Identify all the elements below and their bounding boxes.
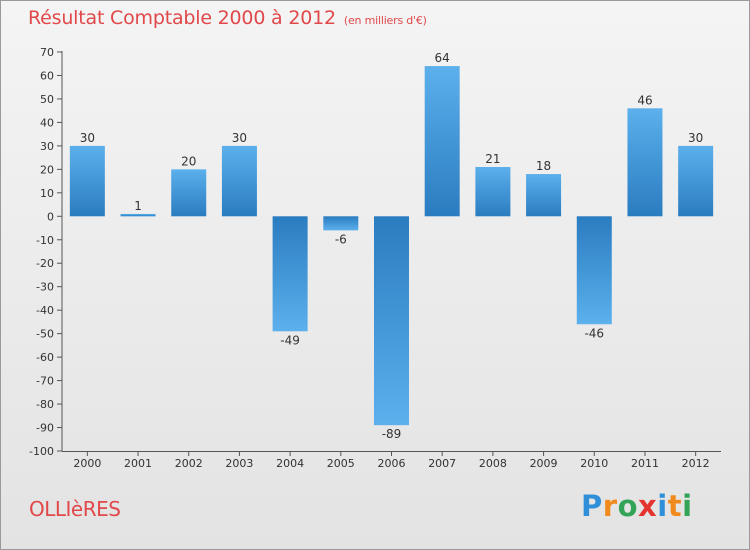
bar (576, 216, 612, 325)
brand-letter: t (667, 489, 683, 523)
y-tick-label: 60 (40, 69, 54, 82)
x-tick-label: 2005 (327, 457, 355, 470)
x-tick-label: 2000 (73, 457, 101, 470)
brand-letter: x (638, 489, 658, 523)
brand-letter: P (581, 489, 603, 523)
proxiti-logo: Proxiti (581, 489, 693, 523)
x-tick-label: 2011 (631, 457, 659, 470)
bar (424, 66, 460, 217)
data-label: -46 (584, 326, 604, 340)
y-tick-label: 50 (40, 93, 54, 106)
data-label: -6 (335, 232, 347, 246)
data-label: 1 (134, 199, 142, 213)
bar (678, 145, 714, 217)
y-tick-label: 10 (40, 187, 54, 200)
bar (221, 145, 257, 217)
data-label: 30 (232, 131, 247, 145)
data-label: 30 (80, 131, 95, 145)
x-tick-label: 2004 (276, 457, 304, 470)
bar (69, 145, 105, 217)
y-tick-label: 20 (40, 163, 54, 176)
bar (526, 174, 562, 217)
x-tick-label: 2001 (124, 457, 152, 470)
y-tick-label: -90 (36, 422, 54, 435)
x-tick-label: 2007 (428, 457, 456, 470)
data-label: 20 (181, 154, 196, 168)
x-tick-label: 2003 (225, 457, 253, 470)
x-tick-label: 2009 (530, 457, 558, 470)
bar (627, 108, 663, 217)
y-tick-label: -60 (36, 351, 54, 364)
y-tick-label: -70 (36, 375, 54, 388)
bar (171, 169, 207, 217)
y-tick-label: 0 (47, 210, 54, 223)
bar (272, 216, 308, 332)
brand-letter: i (657, 489, 668, 523)
brand-letter: o (617, 489, 639, 523)
x-tick-label: 2012 (682, 457, 710, 470)
data-label: -49 (280, 333, 300, 347)
y-tick-label: -30 (36, 281, 54, 294)
y-tick-label: 40 (40, 116, 54, 129)
bar (475, 167, 511, 217)
y-tick-label: -50 (36, 328, 54, 341)
data-label: 46 (637, 93, 652, 107)
data-label: 30 (688, 131, 703, 145)
bar (374, 216, 409, 426)
brand-letter: i (682, 489, 693, 523)
chart-subtitle: (en milliers d'€) (343, 14, 427, 27)
y-tick-label: -40 (36, 304, 54, 317)
y-tick-label: -100 (29, 445, 54, 458)
data-label: 21 (485, 152, 500, 166)
x-tick-label: 2010 (580, 457, 608, 470)
y-tick-label: -80 (36, 398, 54, 411)
x-tick-label: 2008 (479, 457, 507, 470)
data-label: 64 (435, 51, 450, 65)
data-label: 18 (536, 159, 551, 173)
data-label: -89 (382, 427, 402, 441)
x-tick-label: 2002 (175, 457, 203, 470)
y-tick-label: -10 (36, 234, 54, 247)
chart-title: Résultat Comptable 2000 à 2012 (en millie… (28, 7, 427, 29)
y-tick-label: 30 (40, 140, 54, 153)
y-tick-label: 70 (40, 46, 54, 59)
y-tick-label: -20 (36, 257, 54, 270)
bar (323, 216, 359, 231)
brand-letter: r (602, 489, 618, 523)
bar (120, 213, 156, 217)
x-tick-label: 2006 (378, 457, 406, 470)
commune-name: OLLIèRES (29, 497, 121, 521)
